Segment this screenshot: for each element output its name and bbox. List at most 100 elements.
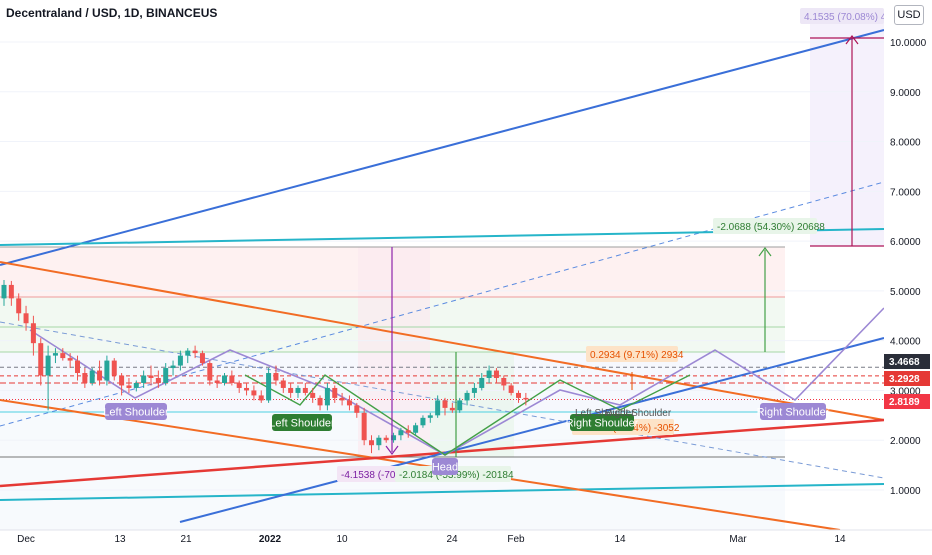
pattern-label-left-shoulder-green-bg xyxy=(272,414,332,431)
candle-body xyxy=(435,400,441,416)
candle-body xyxy=(16,298,22,314)
candle-body xyxy=(214,380,220,383)
candle-body xyxy=(97,370,103,381)
candle-body xyxy=(104,360,110,381)
candle-body xyxy=(427,415,433,418)
upper-channel-line xyxy=(0,29,885,266)
candle-body xyxy=(141,375,147,383)
pattern-label-right-shoulder-green: Right Shoulder xyxy=(566,418,639,430)
candle-body xyxy=(442,400,448,408)
measure-label-green-bg xyxy=(713,218,817,234)
candle-body xyxy=(170,365,176,369)
candle-body xyxy=(133,382,139,388)
candle-body xyxy=(398,430,404,436)
x-tick-label: 14 xyxy=(614,534,626,545)
candle-body xyxy=(207,363,213,381)
candle-body xyxy=(464,392,470,401)
measure-arrowhead-down xyxy=(385,445,399,455)
candle-body xyxy=(177,355,183,366)
x-tick-label: Mar xyxy=(729,534,747,545)
dashed-trend-line xyxy=(0,321,885,479)
measure-label-top: 4.1535 (70.08%) 41 xyxy=(804,12,892,23)
descending-channel-upper xyxy=(0,261,885,421)
candle-body xyxy=(251,390,257,396)
x-tick-label: 13 xyxy=(114,534,126,545)
measure-arrowhead-up-top xyxy=(845,35,859,45)
candle-body xyxy=(155,378,161,383)
y-tick-label: 8.0000 xyxy=(890,138,921,149)
candle-body xyxy=(30,323,36,344)
price-badge-bg xyxy=(884,394,930,409)
candle-body xyxy=(354,405,360,413)
candle-body xyxy=(324,387,330,406)
price-badge-bg xyxy=(884,371,930,386)
x-tick-label: 14 xyxy=(834,534,846,545)
pattern-label-right-shoulder: Right Shoulder xyxy=(757,407,830,419)
candle-body xyxy=(185,350,191,356)
candle-body xyxy=(369,440,374,446)
candle-body xyxy=(119,375,125,386)
candle-body xyxy=(493,370,499,378)
measure-label-orange-bg xyxy=(586,346,678,362)
y-tick-label: 10.0000 xyxy=(890,38,927,49)
y-tick-label: 5.0000 xyxy=(890,287,921,298)
support-line xyxy=(0,483,885,501)
candle-body xyxy=(413,425,419,433)
price-badge-bg xyxy=(884,354,930,369)
measure-label-green-low: -2.0184 (-53.99%) -20184 xyxy=(399,470,514,481)
candle-body xyxy=(508,385,514,393)
candle-body xyxy=(486,370,492,378)
candle-body xyxy=(52,353,58,356)
candle-body xyxy=(295,387,301,393)
pattern-label-head: Head xyxy=(432,462,458,474)
rising-trend-line xyxy=(179,337,885,523)
candle-body xyxy=(449,407,455,411)
candle-body xyxy=(310,392,316,398)
price-badge: 3.2928 xyxy=(889,374,920,385)
y-tick-label: 1.0000 xyxy=(890,486,921,497)
candle-body xyxy=(273,373,279,381)
candle-body xyxy=(332,387,338,398)
y-tick-label: 6.0000 xyxy=(890,237,921,248)
measure-label-orange: 0.2934 (9.71%) 2934 xyxy=(590,350,684,361)
currency-button[interactable]: USD xyxy=(894,5,924,25)
candle-body xyxy=(258,395,264,401)
candle-body xyxy=(288,387,294,393)
candle-body xyxy=(45,355,51,376)
x-tick-label: 24 xyxy=(446,534,458,545)
candle-body xyxy=(523,397,529,400)
candle-body xyxy=(280,380,286,388)
candle-body xyxy=(383,437,389,441)
y-tick-label: 3.0000 xyxy=(890,386,921,397)
candle-body xyxy=(148,375,154,378)
candle-body xyxy=(405,430,411,433)
head-shoulders-pattern-green xyxy=(244,374,691,456)
chart-title: Decentraland / USD, 1D, BINANCEUS xyxy=(6,6,218,20)
y-tick-label: 4.0000 xyxy=(890,337,921,348)
candle-body xyxy=(111,360,117,376)
candle-body xyxy=(339,397,345,401)
candle-body xyxy=(376,437,382,446)
x-axis-background xyxy=(0,530,932,550)
candle-body xyxy=(236,382,242,388)
candle-body xyxy=(67,358,73,361)
candle-body xyxy=(23,313,29,324)
pattern-label-left-shoulder-bg xyxy=(105,403,167,420)
x-tick-label: 2022 xyxy=(259,534,282,545)
pattern-label-left-shoulder-green: Left Shoulder xyxy=(269,418,335,430)
measure-label-top-bg xyxy=(800,8,884,24)
price-badge: 2.8189 xyxy=(889,397,920,408)
y-axis-background xyxy=(884,0,932,550)
x-tick-label: 10 xyxy=(336,534,348,545)
candle-body xyxy=(479,378,485,388)
candle-body xyxy=(361,412,367,441)
pattern-label-head-bg xyxy=(432,458,458,475)
measure-arrowhead-up-green xyxy=(758,247,772,257)
candle-body xyxy=(420,417,426,426)
x-tick-label: 21 xyxy=(180,534,192,545)
candle-body xyxy=(501,378,507,386)
candle-body xyxy=(126,385,132,388)
candle-body xyxy=(38,343,44,376)
